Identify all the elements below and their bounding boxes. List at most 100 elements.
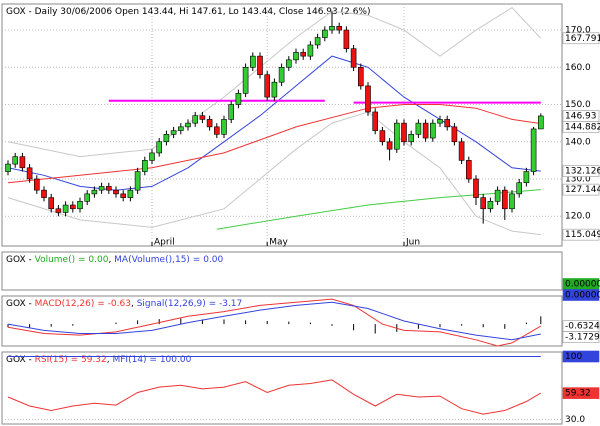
candle-body <box>314 37 321 46</box>
candle-body <box>494 189 501 202</box>
value-box <box>562 32 600 45</box>
candle-body <box>77 201 83 210</box>
candle-body <box>142 160 148 172</box>
value-box <box>562 165 600 177</box>
value-box-label: 0.00000 <box>565 280 600 290</box>
candle-body <box>393 122 400 150</box>
candle-body <box>91 189 98 195</box>
candle-body <box>163 134 170 143</box>
candle-body <box>278 66 285 83</box>
indicator-line <box>7 298 542 347</box>
value-box-label: 146.93 <box>565 111 597 121</box>
value-box <box>562 331 600 343</box>
candle-body <box>98 186 105 191</box>
candle-body <box>48 197 55 210</box>
candle-body <box>480 197 487 210</box>
legend-part: GOX - <box>6 255 35 265</box>
candle-body <box>415 122 422 135</box>
candle-body <box>386 141 393 150</box>
candle-body <box>437 119 443 124</box>
legend-part: GOX - <box>6 299 35 309</box>
candle-body <box>250 55 256 68</box>
candle-body <box>12 156 18 165</box>
panel-legend: GOX - Daily 30/06/2006 Open 143.44, Hi 1… <box>6 7 371 17</box>
candle-body <box>192 115 198 124</box>
candle-body <box>501 189 508 210</box>
panel-legend: GOX - RSI(15) = 59.32, MFI(14) = 100.00 <box>6 355 192 365</box>
value-box-label: 127.144 <box>565 185 600 195</box>
value-box <box>562 228 600 241</box>
candle-body <box>120 193 126 198</box>
candle-body <box>199 115 206 120</box>
candle-body <box>55 208 62 213</box>
candle-body <box>178 126 184 131</box>
candle-body <box>242 66 249 94</box>
value-box-label: 167.791 <box>565 34 600 44</box>
panel-frame <box>1 3 563 247</box>
candle-body <box>458 141 465 161</box>
x-tick-label: Jun <box>405 238 420 248</box>
candle-body <box>307 44 314 57</box>
indicator-line <box>7 301 541 341</box>
legend-part: GOX - Daily 30/06/2006 Open 143.44, Hi 1… <box>6 7 371 17</box>
x-tick-label: April <box>154 238 175 248</box>
candle-body <box>509 193 515 210</box>
legend-part: , <box>131 299 137 309</box>
legend-part: MFI(14) = 100.00 <box>112 355 191 365</box>
panel-legend: GOX - MACD(12,26) = -0.63, Signal(12,26,… <box>6 299 242 309</box>
candle-body <box>5 163 11 172</box>
y-tick-label: 150.0 <box>565 100 591 110</box>
candle-body <box>372 111 379 131</box>
candle-body <box>113 189 119 195</box>
candle-body <box>530 128 537 172</box>
candle-body <box>41 189 47 198</box>
candle-body <box>257 55 263 76</box>
legend-part: Signal(12,26,9) = -3.17 <box>137 299 243 309</box>
indicator-line <box>7 7 542 158</box>
panel-frame <box>1 251 563 291</box>
candle-body <box>451 126 458 143</box>
value-box-label: 59.32 <box>565 389 591 399</box>
candle-body <box>134 171 141 191</box>
candle-body <box>214 126 220 135</box>
y-tick-label: 140.0 <box>565 137 591 147</box>
candle-body <box>523 171 530 184</box>
legend-part: , <box>107 355 113 365</box>
candle-body <box>487 201 494 210</box>
candle-body <box>329 26 335 31</box>
value-box-label: 144.882 <box>565 122 600 132</box>
candle-body <box>33 178 40 191</box>
candle-body <box>228 104 234 120</box>
candle-body <box>19 156 26 169</box>
legend-part: MA(Volume(),15) = 0.00 <box>114 255 223 265</box>
candle-body <box>221 119 227 135</box>
candle-body <box>516 182 523 195</box>
candle-body <box>429 122 436 139</box>
candle-body <box>285 59 292 68</box>
value-box <box>562 350 600 363</box>
candle-body <box>271 81 278 98</box>
candle-body <box>422 122 429 139</box>
y-tick-label: 130.0 <box>565 174 591 184</box>
legend-part: GOX - <box>6 355 35 365</box>
candle-body <box>84 193 90 202</box>
candle-body <box>127 189 134 198</box>
candle-body <box>156 141 162 154</box>
value-box <box>562 121 600 133</box>
y-tick-label: 160.0 <box>565 63 591 73</box>
legend-part: , <box>108 255 114 265</box>
candle-body <box>149 152 155 161</box>
candle-body <box>293 52 299 61</box>
candle-body <box>235 93 242 105</box>
candle-body <box>26 167 33 180</box>
value-box-label: -3.17293 <box>565 333 600 343</box>
panel-frame <box>1 295 563 347</box>
candle-body <box>185 122 191 128</box>
legend-part: MACD(12,26) = -0.63 <box>35 299 131 309</box>
value-box <box>562 183 600 196</box>
value-box <box>562 387 600 399</box>
candle-body <box>537 115 544 130</box>
candle-body <box>62 204 69 213</box>
indicator-line <box>7 111 541 236</box>
